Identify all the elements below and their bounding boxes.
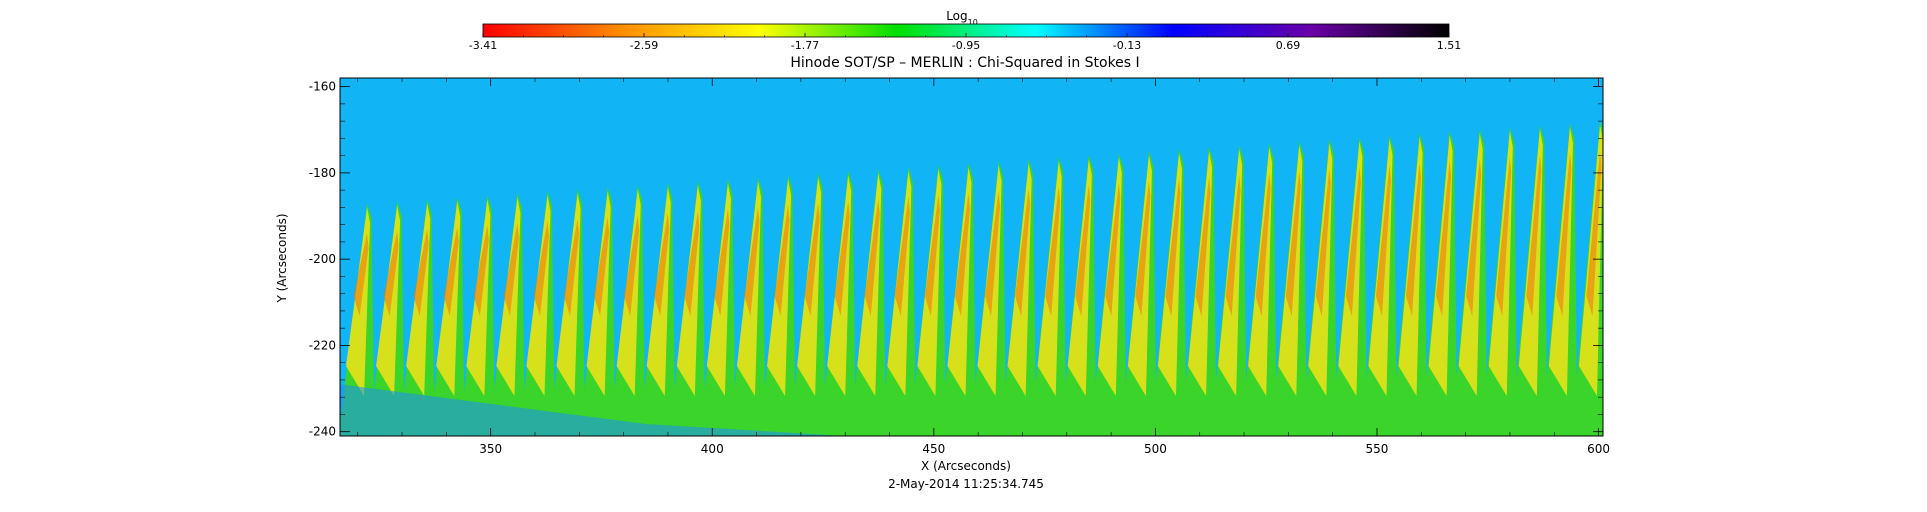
y-tick-label: -220 bbox=[309, 338, 336, 352]
stripe-red bbox=[443, 227, 459, 316]
stripe-red bbox=[804, 203, 820, 316]
colorbar-tick-label: -1.77 bbox=[791, 39, 819, 52]
stripe-red bbox=[1195, 177, 1211, 316]
colorbar-tick-label: 0.69 bbox=[1276, 39, 1301, 52]
colorbar-label: Log10 bbox=[946, 9, 978, 27]
stripe-red bbox=[1255, 173, 1271, 316]
stripe-red bbox=[564, 219, 580, 316]
x-tick-label: 350 bbox=[479, 442, 502, 456]
y-axis-label: Y (Arcseconds) bbox=[275, 213, 289, 303]
stripe-red bbox=[1466, 159, 1482, 316]
stripe-red bbox=[1045, 187, 1061, 316]
stripe-red bbox=[714, 209, 730, 316]
stripe-red bbox=[1135, 181, 1151, 316]
stripe-red bbox=[894, 197, 910, 316]
stripe-red bbox=[1165, 179, 1181, 316]
x-tick-label: 550 bbox=[1366, 442, 1389, 456]
stripe-red bbox=[1496, 157, 1512, 316]
stripe-red bbox=[624, 215, 640, 316]
colorbar-tick-label: 1.51 bbox=[1437, 39, 1462, 52]
x-tick-label: 600 bbox=[1587, 442, 1610, 456]
stripe-red bbox=[1315, 169, 1331, 316]
x-tick-label: 450 bbox=[922, 442, 945, 456]
stripe-red bbox=[1345, 167, 1361, 316]
y-tick-label: -200 bbox=[309, 252, 336, 266]
stripe-red bbox=[503, 223, 519, 316]
x-axis-label: X (Arcseconds) bbox=[921, 459, 1011, 473]
colorbar-tick-label: -3.41 bbox=[469, 39, 497, 52]
stripe-red bbox=[1436, 161, 1452, 316]
stripe-red bbox=[954, 193, 970, 316]
axis-ticks: 350 400 450 500 550 600 -160 -180 -200 -220 -240 bbox=[309, 78, 1610, 456]
y-tick-label: -240 bbox=[309, 425, 336, 439]
plot-area: 350 400 450 500 550 600 -160 -180 -200 -220 -240 bbox=[309, 77, 1610, 456]
heatmap-stripes bbox=[340, 121, 1603, 436]
stripe-red bbox=[1556, 153, 1572, 316]
colorbar-tick-label: -2.59 bbox=[630, 39, 658, 52]
stripe-red bbox=[473, 225, 489, 316]
stripe-red bbox=[1586, 151, 1602, 316]
stripe-red bbox=[413, 229, 429, 316]
stripe-red bbox=[985, 191, 1001, 316]
stripe-red bbox=[1375, 165, 1391, 316]
y-tick-label: -160 bbox=[309, 80, 336, 94]
blue-region bbox=[340, 384, 846, 436]
colorbar-ticks: -3.41 -2.59 -1.77 -0.95 -0.13 0.69 1.51 bbox=[469, 33, 1461, 52]
stripe-red bbox=[654, 213, 670, 316]
stripe-red bbox=[1406, 163, 1422, 316]
stripe-red bbox=[1105, 183, 1121, 316]
stripe-red bbox=[1526, 155, 1542, 316]
stripe-red bbox=[834, 201, 850, 316]
stripe-red bbox=[533, 221, 549, 316]
stripe-red bbox=[383, 231, 399, 316]
stripe-red bbox=[1225, 175, 1241, 316]
stripe-red bbox=[684, 211, 700, 316]
stripe-red bbox=[1015, 189, 1031, 316]
plot-frame bbox=[339, 77, 1604, 437]
timestamp-label: 2-May-2014 11:25:34.745 bbox=[888, 477, 1044, 491]
stripe-red bbox=[594, 217, 610, 316]
colorbar-tick-label: -0.95 bbox=[952, 39, 980, 52]
stripe-red bbox=[1285, 171, 1301, 316]
stripe-red bbox=[353, 233, 369, 316]
colorbar-tick-label: -0.13 bbox=[1113, 39, 1141, 52]
stripe-red bbox=[864, 199, 880, 316]
stripe-red bbox=[1075, 185, 1091, 316]
chart-title: Hinode SOT/SP – MERLIN : Chi-Squared in … bbox=[790, 55, 1139, 71]
stripe-red bbox=[774, 205, 790, 316]
y-tick-label: -180 bbox=[309, 166, 336, 180]
x-tick-label: 500 bbox=[1144, 442, 1167, 456]
stripe-red bbox=[744, 207, 760, 316]
stripe-red bbox=[924, 195, 940, 316]
x-tick-label: 400 bbox=[701, 442, 724, 456]
colorbar: Log10 -3.41 -2.59 -1.77 -0.95 -0.13 0.69 1.51 bbox=[469, 9, 1461, 52]
